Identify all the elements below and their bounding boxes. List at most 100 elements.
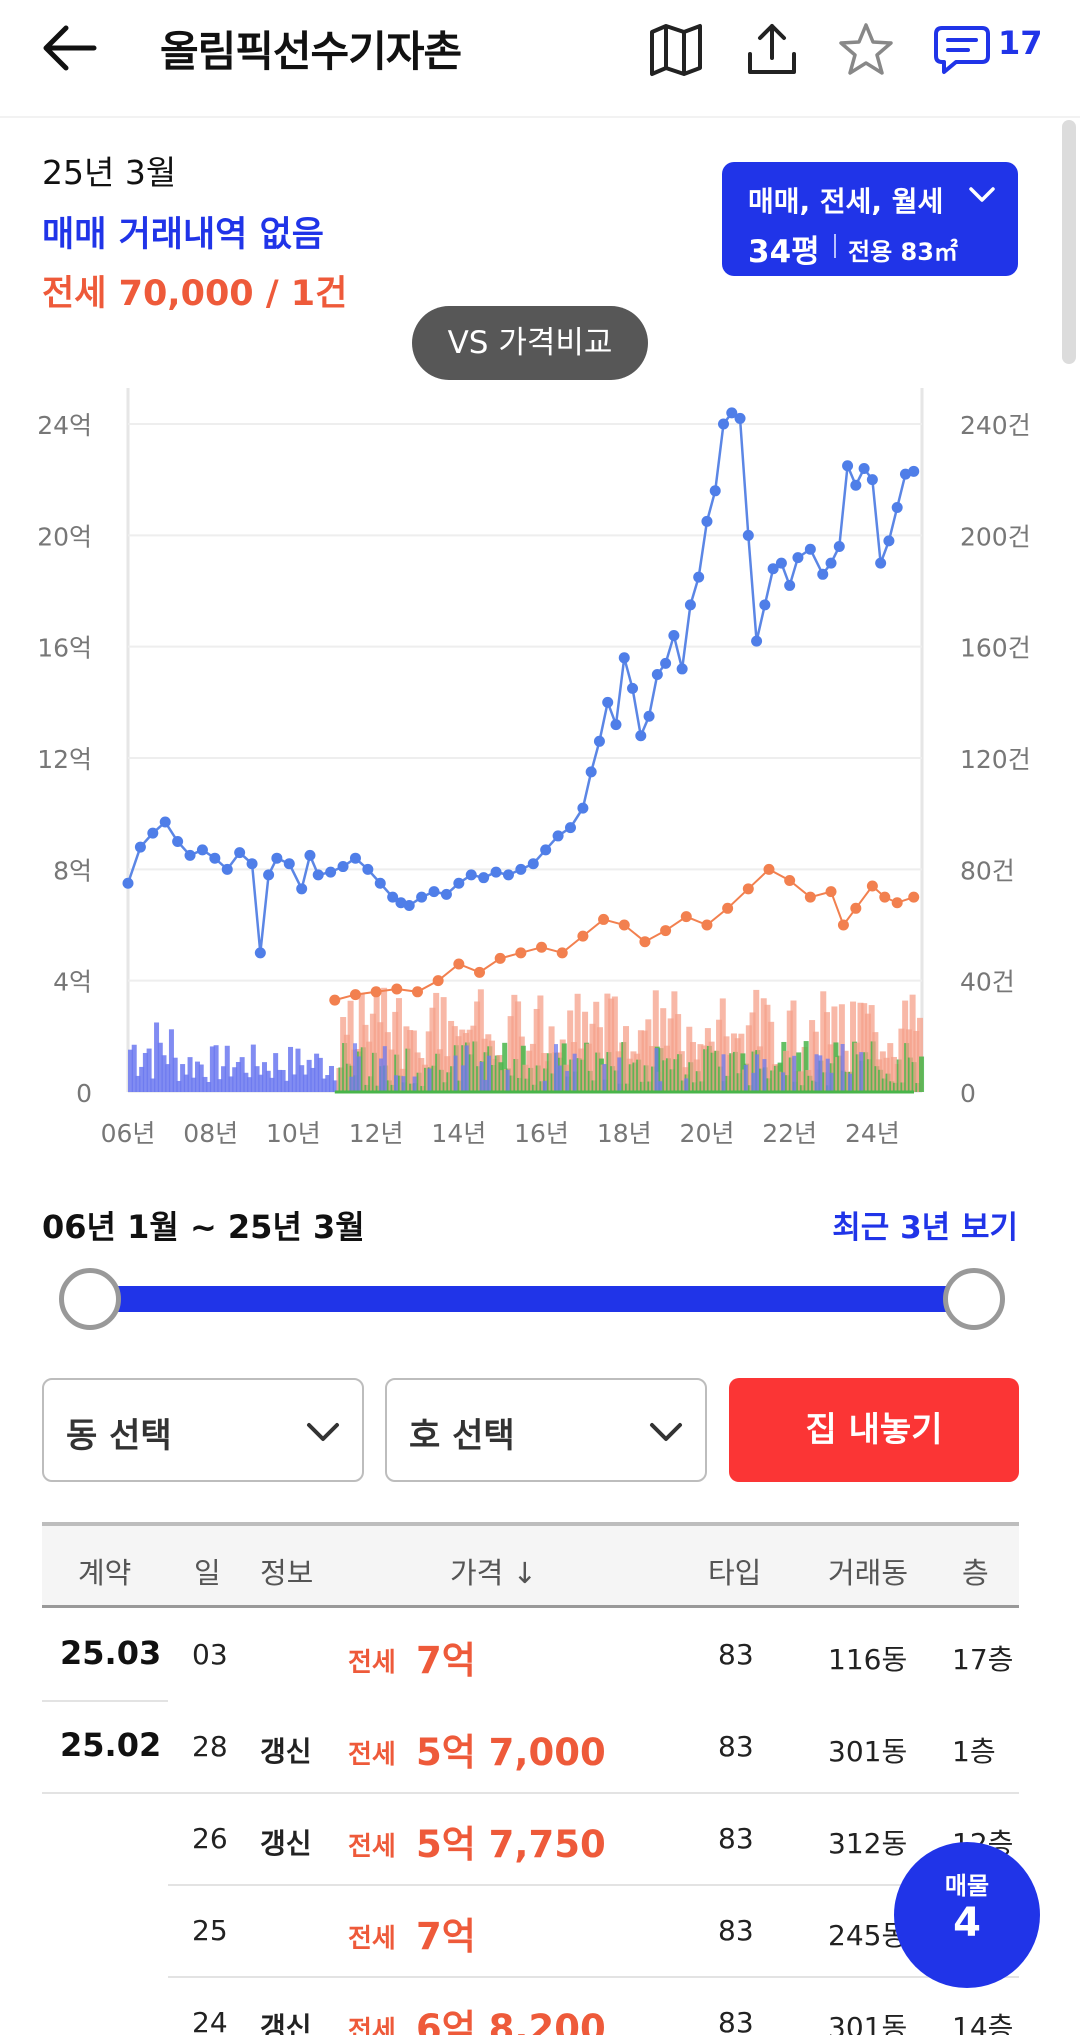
table-row[interactable]: 25.02 28 갱신 전세 5억 7,000 83 301동 1층 bbox=[42, 1702, 1019, 1794]
volume-bar-jeonse bbox=[820, 991, 827, 1092]
jeonse-price-point bbox=[784, 874, 796, 886]
volume-bar-jeonse bbox=[455, 1036, 462, 1092]
deal-kind: 전세 bbox=[348, 1924, 396, 1954]
x-tick-label: 24년 bbox=[845, 1119, 900, 1148]
jeonse-price-point bbox=[391, 983, 403, 995]
volume-bar-jeonse bbox=[734, 1038, 741, 1092]
deal-type-button[interactable]: 매매, 전세, 월세 34평 전용 83㎡ bbox=[722, 162, 1018, 276]
volume-bar-sale bbox=[658, 1081, 663, 1092]
dong-select[interactable]: 동 선택 bbox=[42, 1378, 364, 1482]
volume-bar-sale bbox=[818, 1055, 823, 1092]
range-slider-track[interactable] bbox=[90, 1286, 990, 1312]
volume-bar-sale bbox=[332, 1080, 338, 1092]
list-home-button[interactable]: 집 내놓기 bbox=[729, 1378, 1019, 1482]
volume-bar-sale bbox=[840, 1044, 845, 1092]
volume-bar-sale bbox=[247, 1077, 253, 1092]
jeonse-price-point bbox=[639, 936, 651, 948]
jeonse-price-point bbox=[680, 911, 692, 923]
vs-compare-button[interactable]: VS 가격비교 bbox=[412, 306, 648, 380]
volume-bar-sale bbox=[321, 1078, 327, 1092]
contract-month: 25.02 bbox=[60, 1726, 162, 1764]
sale-price-point bbox=[701, 515, 713, 527]
sale-price-point bbox=[866, 474, 878, 486]
header-day[interactable]: 일 bbox=[194, 1556, 221, 1590]
sale-price-point bbox=[362, 863, 374, 875]
table-row[interactable]: 24 갱신 전세 6억 8,200 83 301동 14층 bbox=[42, 1978, 1019, 2035]
listings-fab[interactable]: 매물 4 bbox=[894, 1842, 1040, 1988]
floor: 14층 bbox=[952, 2011, 1014, 2035]
volume-bar-monthly bbox=[919, 1056, 925, 1092]
sale-price-point bbox=[312, 869, 324, 881]
volume-bar-jeonse bbox=[533, 1008, 540, 1092]
volume-bar-sale bbox=[487, 1055, 492, 1092]
header-type[interactable]: 타입 bbox=[708, 1556, 762, 1590]
star-icon[interactable] bbox=[836, 20, 896, 80]
volume-bar-sale bbox=[565, 1070, 570, 1092]
y-left-tick-label: 12억 bbox=[37, 745, 92, 774]
y-right-tick-label: 40건 bbox=[960, 968, 1015, 997]
chart-grid bbox=[126, 388, 924, 1093]
volume-bar-sale bbox=[194, 1061, 200, 1092]
volume-bar-sale bbox=[198, 1064, 204, 1092]
y-right-tick-label: 120건 bbox=[960, 745, 1031, 774]
header-info[interactable]: 정보 bbox=[260, 1556, 314, 1590]
header-dong[interactable]: 거래동 bbox=[828, 1556, 909, 1590]
volume-bar-jeonse bbox=[474, 1001, 481, 1092]
page-title: 올림픽선수기자촌 bbox=[160, 27, 462, 76]
header-contract[interactable]: 계약 bbox=[78, 1556, 132, 1590]
volume-bar-sale bbox=[557, 1065, 562, 1092]
header-floor[interactable]: 층 bbox=[962, 1556, 989, 1590]
volume-bar-sale bbox=[353, 1043, 358, 1092]
jeonse-price-point bbox=[453, 958, 465, 970]
y-right-tick-label: 0 bbox=[960, 1079, 976, 1108]
sale-price-point bbox=[804, 543, 816, 555]
volume-bar-jeonse bbox=[790, 1000, 797, 1092]
map-icon[interactable] bbox=[646, 20, 706, 80]
jeonse-price-point bbox=[432, 975, 444, 987]
ho-select[interactable]: 호 선택 bbox=[385, 1378, 707, 1482]
jeonse-price-point bbox=[742, 883, 754, 895]
volume-bar-jeonse bbox=[671, 991, 678, 1092]
share-icon[interactable] bbox=[742, 20, 802, 80]
sale-price-point bbox=[627, 682, 639, 694]
volume-bar-sale bbox=[572, 1053, 577, 1092]
volume-bar-jeonse bbox=[429, 1007, 436, 1092]
chevron-down-icon bbox=[969, 187, 995, 202]
unit-type: 83 bbox=[718, 2006, 754, 2035]
volume-bar-jeonse bbox=[857, 1002, 864, 1092]
volume-bar-sale bbox=[754, 1054, 759, 1092]
table-row[interactable]: 25.03 03 전세 7억 83 116동 17층 bbox=[42, 1610, 1019, 1702]
scrollbar-thumb[interactable] bbox=[1062, 120, 1076, 364]
range-slider-start-handle[interactable] bbox=[59, 1268, 121, 1330]
volume-bar-sale bbox=[295, 1048, 301, 1092]
volume-bars bbox=[128, 987, 925, 1094]
jeonse-price-point bbox=[722, 902, 734, 914]
recent-3-years-link[interactable]: 최근 3년 보기 bbox=[832, 1210, 1018, 1246]
volume-bar-sale bbox=[168, 1029, 174, 1092]
table-row[interactable]: 25 전세 7억 83 245동 bbox=[42, 1886, 1019, 1978]
selected-period: 25년 3월 bbox=[42, 153, 177, 192]
back-arrow-icon[interactable] bbox=[40, 20, 100, 76]
volume-bar-sale bbox=[146, 1048, 152, 1092]
header-price[interactable]: 가격 ↓ bbox=[450, 1556, 537, 1590]
volume-bar-jeonse bbox=[377, 1022, 384, 1092]
volume-bar-jeonse bbox=[425, 1031, 432, 1092]
volume-bar-jeonse bbox=[719, 998, 726, 1092]
deal-kind: 전세 bbox=[348, 2016, 396, 2035]
volume-bar-jeonse bbox=[418, 1058, 425, 1092]
deal-types-label: 매매, 전세, 월세 bbox=[748, 185, 944, 218]
comment-icon[interactable] bbox=[932, 20, 992, 80]
jeonse-price-point bbox=[411, 986, 423, 998]
range-slider-end-handle[interactable] bbox=[943, 1268, 1005, 1330]
building-dong: 301동 bbox=[828, 2011, 908, 2035]
floor: 1층 bbox=[952, 1735, 996, 1768]
volume-bar-jeonse bbox=[448, 1020, 455, 1092]
sale-price-point bbox=[668, 630, 680, 642]
volume-bar-sale bbox=[427, 1068, 432, 1092]
volume-bar-sale bbox=[325, 1075, 331, 1092]
comment-count[interactable]: 17 bbox=[998, 24, 1043, 62]
sale-price-point bbox=[147, 827, 159, 839]
sale-price-point bbox=[883, 535, 895, 547]
volume-bar-jeonse bbox=[608, 998, 615, 1092]
